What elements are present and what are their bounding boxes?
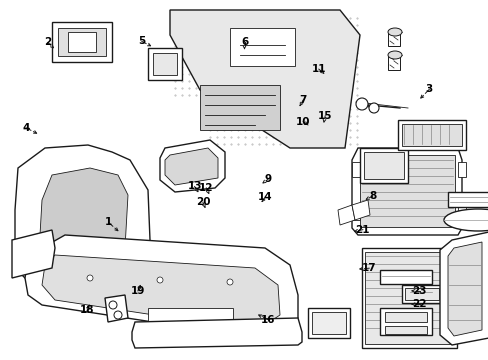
Text: 5: 5 (138, 36, 145, 46)
Ellipse shape (443, 209, 488, 231)
Text: 18: 18 (80, 305, 94, 315)
Ellipse shape (387, 28, 401, 36)
Text: 8: 8 (368, 191, 375, 201)
Polygon shape (379, 308, 431, 335)
Polygon shape (351, 200, 369, 220)
Polygon shape (170, 10, 359, 148)
Bar (153, 53, 177, 75)
Polygon shape (52, 22, 112, 62)
Bar (457, 162, 465, 177)
Bar (307, 308, 349, 338)
Bar (387, 30, 399, 46)
Text: 19: 19 (130, 286, 145, 296)
Polygon shape (164, 148, 218, 185)
Text: 21: 21 (355, 225, 369, 235)
Bar (68, 32, 96, 52)
Polygon shape (132, 318, 302, 348)
Polygon shape (15, 145, 150, 310)
Bar (384, 326, 426, 334)
Text: 9: 9 (264, 174, 271, 184)
Bar (359, 155, 454, 227)
Polygon shape (42, 255, 280, 328)
Circle shape (226, 279, 232, 285)
Ellipse shape (387, 51, 401, 59)
Circle shape (355, 98, 367, 110)
Bar (351, 162, 359, 177)
Text: 3: 3 (425, 84, 432, 94)
Text: 20: 20 (195, 197, 210, 207)
Text: 13: 13 (187, 181, 202, 192)
Bar (363, 152, 403, 179)
Polygon shape (447, 242, 481, 336)
Text: 1: 1 (105, 217, 112, 228)
Bar (387, 54, 399, 70)
Bar (404, 288, 438, 300)
Circle shape (87, 275, 93, 281)
Circle shape (109, 301, 117, 309)
Text: 16: 16 (260, 315, 275, 325)
Polygon shape (58, 28, 106, 56)
Bar (401, 285, 441, 303)
Text: 17: 17 (361, 263, 376, 273)
Bar (384, 312, 426, 322)
Circle shape (114, 311, 122, 319)
Polygon shape (148, 48, 182, 80)
Polygon shape (351, 148, 461, 235)
Polygon shape (25, 235, 297, 335)
Bar (359, 148, 407, 183)
Bar (148, 308, 232, 330)
Text: 23: 23 (411, 286, 426, 296)
Text: 22: 22 (411, 299, 426, 309)
Circle shape (368, 103, 378, 113)
Polygon shape (105, 295, 128, 322)
Bar (311, 312, 346, 334)
Bar (364, 252, 452, 344)
Bar (401, 124, 461, 146)
Polygon shape (160, 140, 224, 192)
Polygon shape (12, 230, 55, 278)
Bar (361, 248, 456, 348)
Text: 15: 15 (317, 111, 332, 121)
Text: 7: 7 (299, 95, 306, 105)
Text: 6: 6 (241, 37, 247, 48)
Bar (379, 270, 431, 284)
Polygon shape (40, 168, 128, 288)
Polygon shape (337, 205, 354, 225)
Circle shape (157, 277, 163, 283)
Bar (351, 205, 359, 220)
Text: 14: 14 (257, 192, 272, 202)
Polygon shape (439, 232, 488, 345)
Text: 4: 4 (22, 123, 30, 133)
Bar (397, 120, 465, 150)
Text: 11: 11 (311, 64, 325, 74)
Bar (200, 85, 280, 130)
Bar (457, 205, 465, 220)
Text: 12: 12 (199, 183, 213, 193)
Text: 10: 10 (295, 117, 310, 127)
Bar (447, 192, 488, 207)
Text: 2: 2 (44, 37, 51, 48)
Bar (229, 28, 294, 66)
